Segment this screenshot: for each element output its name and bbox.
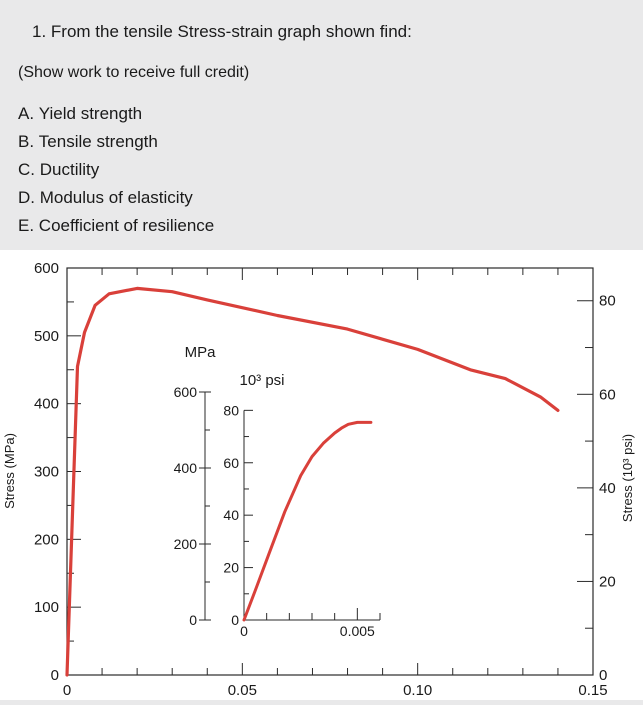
y-tick-label: 0 — [51, 667, 59, 684]
y2-axis-title: Stress (10³ psi) — [620, 434, 635, 522]
list-item: E. Coefficient of resilience — [18, 212, 214, 240]
y2-tick-label: 60 — [599, 386, 616, 403]
inset-psi-tick-label: 0 — [231, 612, 239, 628]
item-letter: B. — [18, 132, 35, 151]
stress-strain-chart: 0 0.05 0.10 0.15010020030040050060002040608… — [0, 250, 643, 700]
inset-psi-tick-label: 40 — [223, 507, 239, 523]
y-axis-title: Stress (MPa) — [2, 433, 17, 509]
list-item: D. Modulus of elasticity — [18, 184, 214, 212]
list-item: C. Ductility — [18, 156, 214, 184]
x-tick-label: 0.15 — [578, 682, 607, 699]
item-letter: C. — [18, 160, 35, 179]
stress-strain-figure: 0 0.05 0.10 0.15 0 100 200 300 400 500 600 0 20 40 60 8… — [0, 250, 643, 700]
y-tick-label: 600 — [34, 260, 59, 277]
question-list: A. Yield strength B. Tensile strength C.… — [18, 100, 214, 240]
curves-layer — [65, 286, 560, 677]
inset-mpa-tick-label: 0 — [189, 612, 197, 628]
list-item: B. Tensile strength — [18, 128, 214, 156]
main-axes: 0 0.05 0.10 0.15010020030040050060002040608… — [2, 260, 635, 699]
question-title: 1. From the tensile Stress-strain graph … — [32, 22, 412, 41]
inset-mpa-unit-label: MPa — [185, 344, 217, 361]
inset-psi-tick-label: 20 — [223, 560, 239, 576]
y-tick-label: 100 — [34, 599, 59, 616]
inset-mpa-tick-label: 600 — [174, 384, 198, 400]
item-text: Tensile strength — [38, 132, 158, 151]
x-tick-label: 0 — [63, 682, 71, 699]
question-note: (Show work to receive full credit) — [18, 64, 250, 81]
item-letter: E. — [18, 216, 35, 235]
question-block: 1. From the tensile Stress-strain graph … — [0, 0, 643, 250]
main-stress-strain-curve — [65, 286, 560, 677]
item-letter: D. — [18, 188, 35, 207]
y2-tick-label: 20 — [599, 573, 616, 590]
chart-background — [0, 250, 643, 700]
y2-tick-label: 80 — [599, 293, 616, 310]
inset-stress-strain-curve — [242, 420, 373, 622]
inset-mpa-tick-label: 400 — [174, 460, 198, 476]
inset-mpa-tick-label: 200 — [174, 536, 198, 552]
inset-psi-tick-label: 80 — [223, 402, 239, 418]
y-tick-label: 500 — [34, 328, 59, 345]
item-text: Ductility — [39, 160, 100, 179]
item-letter: A. — [18, 104, 35, 123]
y2-tick-label: 40 — [599, 480, 616, 497]
y-tick-label: 200 — [34, 531, 59, 548]
y-tick-label: 300 — [34, 464, 59, 481]
inset-psi-tick-label: 60 — [223, 455, 239, 471]
y2-tick-label: 0 — [599, 667, 607, 684]
inset-x-tick-label: 0 — [240, 623, 248, 639]
x-tick-label: 0.10 — [403, 682, 432, 699]
item-text: Coefficient of resilience — [38, 216, 215, 235]
item-text: Yield strength — [38, 104, 143, 123]
x-tick-label: 0.05 — [228, 682, 257, 699]
item-text: Modulus of elasticity — [39, 188, 193, 207]
y-tick-label: 400 — [34, 396, 59, 413]
inset-x-tick-label: 0.005 — [340, 623, 375, 639]
inset-psi-unit-label: 10³ psi — [239, 372, 284, 389]
list-item: A. Yield strength — [18, 100, 214, 128]
